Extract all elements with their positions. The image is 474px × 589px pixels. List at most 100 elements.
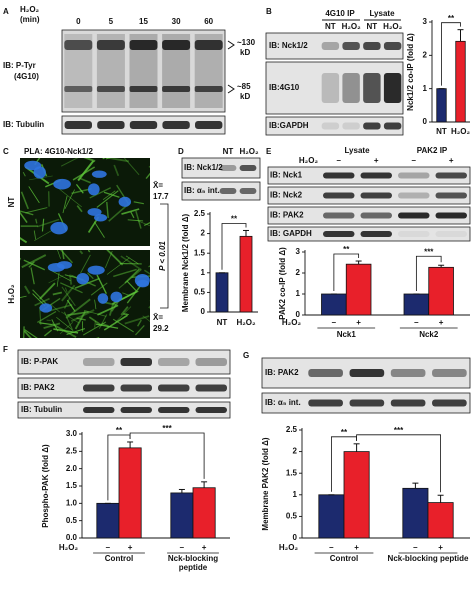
mean-label: X̄= xyxy=(153,313,163,322)
lane-label: 60 xyxy=(204,17,213,26)
category-box: Nck2 xyxy=(388,330,471,352)
blot-band xyxy=(196,358,228,366)
blot-band xyxy=(342,73,359,103)
blot-band xyxy=(322,73,339,103)
blot-band xyxy=(363,123,380,130)
y-tick-label: 1 xyxy=(423,84,428,93)
lane-label: 30 xyxy=(172,17,181,26)
y-tick-label: 2 xyxy=(296,268,301,277)
blot-label: IB: P-Tyr xyxy=(3,61,36,70)
lane-label: – xyxy=(337,156,342,165)
blot-band xyxy=(121,358,153,366)
blot-band xyxy=(83,385,115,392)
group-label: Lysate xyxy=(369,9,395,18)
nucleus xyxy=(111,292,123,303)
x-tick-label: Nck-blocking peptide xyxy=(156,554,230,572)
blot-label: (4G10) xyxy=(14,72,39,81)
blot-band xyxy=(361,213,393,219)
blot-band xyxy=(130,121,157,129)
group-axis-label: H₂O₂ xyxy=(282,318,302,327)
lane-label: + xyxy=(449,156,454,165)
blot-band xyxy=(432,400,467,407)
mean-label: X̄= xyxy=(153,181,163,190)
x-tick-label: Control xyxy=(302,554,386,563)
lane-label: H₂O₂ xyxy=(342,22,362,31)
blot-band xyxy=(342,123,359,130)
x-tick-label: Nck2 xyxy=(388,330,471,339)
blot-band xyxy=(65,121,92,129)
series-label: + xyxy=(439,318,444,327)
bar xyxy=(456,41,466,122)
panel-label: F xyxy=(3,345,8,354)
blot-band xyxy=(436,213,468,219)
x-tick-label: NT xyxy=(436,127,447,136)
bar xyxy=(429,267,454,315)
blot-label: IB: Nck1 xyxy=(270,171,303,180)
significance-label: *** xyxy=(424,247,434,256)
blot-label: IB: α₅ int. xyxy=(184,186,220,195)
panel-label: C xyxy=(3,147,9,156)
y-tick-label: 2.5 xyxy=(194,209,206,218)
x-tick-label: Nck1 xyxy=(305,330,388,339)
blot-band xyxy=(308,400,343,407)
y-tick-label: 1.5 xyxy=(286,468,298,477)
group-label: Lysate xyxy=(344,146,370,155)
x-tick-label: H₂O₂ xyxy=(451,127,471,136)
blot-band xyxy=(97,40,125,50)
treatment-label: H₂O₂ xyxy=(299,156,319,165)
blot-band xyxy=(361,193,393,199)
panel-label: A xyxy=(3,7,9,16)
blot-band xyxy=(384,123,401,130)
blot-band xyxy=(398,231,430,237)
blot-band xyxy=(162,121,189,129)
y-tick-label: 3 xyxy=(296,247,301,256)
nucleus xyxy=(87,208,101,216)
blot-band xyxy=(398,173,430,179)
marker-label: kD xyxy=(240,92,250,101)
x-tick-label: NT xyxy=(217,318,228,327)
series-label: – xyxy=(413,543,418,552)
blot-band xyxy=(158,358,190,366)
nucleus xyxy=(76,273,89,284)
y-tick-label: 0 xyxy=(201,307,206,316)
row-label: NT xyxy=(7,197,16,208)
y-tick-label: 2.5 xyxy=(286,425,298,434)
blot-label: IB: PAK2 xyxy=(270,211,304,220)
blot-band xyxy=(64,86,92,92)
nucleus xyxy=(53,179,71,190)
y-tick-label: 3 xyxy=(423,17,428,26)
lane-label: H₂O₂ xyxy=(239,147,259,156)
y-axis-label: Phospho-PAK (fold Δ) xyxy=(41,444,50,528)
blot-label: IB: Tubulin xyxy=(21,405,62,414)
blot-band xyxy=(195,121,222,129)
category-box: Nck-blocking peptide xyxy=(156,554,230,576)
series-label: + xyxy=(438,543,443,552)
panel-label: B xyxy=(266,7,272,16)
blot-band xyxy=(130,86,158,92)
blot-band xyxy=(158,385,190,392)
series-label: – xyxy=(180,543,185,552)
category-box: Nck1 xyxy=(305,330,388,352)
series-label: + xyxy=(354,543,359,552)
y-axis-label: Membrane Nck1/2 (fold Δ) xyxy=(181,214,190,313)
blot-band xyxy=(350,369,385,377)
marker-label: ~130 xyxy=(237,38,256,47)
blot-label: IB: PAK2 xyxy=(265,368,299,377)
blot-band xyxy=(432,369,467,377)
unit-label: (min) xyxy=(20,15,40,24)
category-box: Control xyxy=(82,554,156,576)
blot-band xyxy=(308,369,343,377)
series-label: – xyxy=(106,543,111,552)
blot-band xyxy=(323,193,355,199)
blot-band xyxy=(121,385,153,392)
y-tick-label: 1 xyxy=(201,268,206,277)
blot-band xyxy=(240,165,257,171)
series-label: – xyxy=(332,318,337,327)
group-axis-label: H₂O₂ xyxy=(59,543,79,552)
bar xyxy=(344,452,369,538)
y-tick-label: 0 xyxy=(293,533,298,542)
nucleus xyxy=(88,183,100,195)
blot-label: IB:GAPDH xyxy=(269,121,309,130)
blot-band xyxy=(322,42,339,50)
